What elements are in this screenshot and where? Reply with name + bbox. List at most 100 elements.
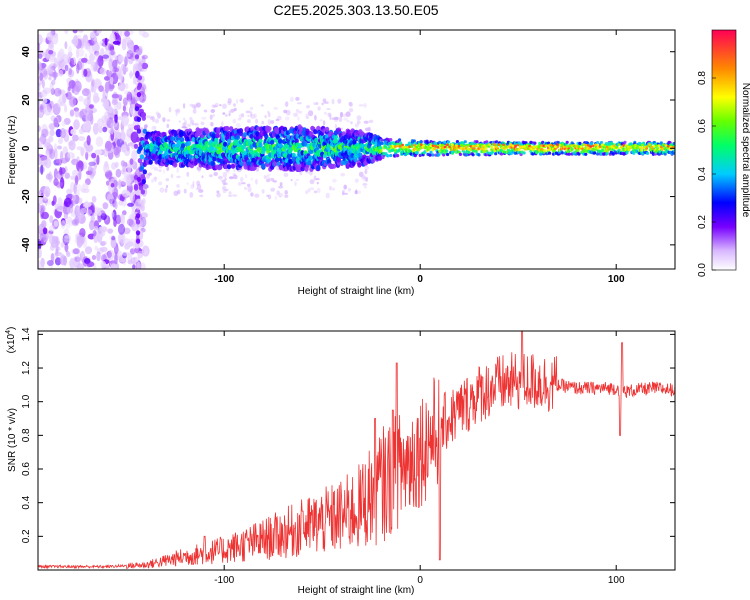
spectrogram-cell [241,182,246,185]
spectrogram-cell [85,144,94,152]
spectrogram-cell [363,186,367,189]
spectrogram-image [38,30,675,269]
snr-plot-area [38,331,675,570]
spectrogram-cell [284,190,289,195]
snr-y-axis: 0.2 0.4 0.6 0.8 1.0 1.2 1.4 [21,327,675,543]
spectrogram-cell [285,101,289,107]
spectrogram-cell [560,151,564,155]
spectrogram-cell [166,123,170,128]
spectrogram-cell [137,261,141,269]
spectrogram-cell [166,166,170,171]
spectrogram-y-tick-label: -40 [21,237,32,252]
snr-y-multiplier: (x104) [5,327,17,354]
spectrogram-cell [331,98,335,105]
spectrogram-cell [294,138,299,144]
spectrogram-cell [125,83,129,90]
spectrogram-cell [180,143,186,149]
spectrogram-cell [38,203,42,214]
spectrogram-cell [319,155,324,161]
spectrogram-cell [354,178,359,183]
spectrogram-cell [295,96,300,101]
spectrogram-cell [596,143,600,147]
spectrogram-cell [53,70,57,81]
spectrogram-cell [117,223,126,235]
spectrogram-cell [648,143,651,146]
spectrogram-cell [39,232,47,241]
spectrogram-cell [579,145,583,148]
spectrogram-cell [57,58,62,71]
spectrogram-cell [270,139,275,145]
spectrogram-cell [92,92,99,104]
spectrogram-cell [69,57,75,68]
spectrogram-cell [200,121,205,126]
spectrogram-cell [598,145,602,149]
spectrogram-cell [238,113,243,120]
spectrogram-cell [136,92,142,98]
snr-y-tick-label: 0.4 [21,495,32,509]
spectrogram-cell [195,122,199,126]
spectrogram-cell [41,97,48,104]
spectrogram-cell [117,85,126,91]
spectrogram-cell [655,144,658,147]
spectrogram-cell [59,177,65,189]
spectrogram-cell [113,146,120,156]
snr-y-tick-label: 0.2 [21,529,32,543]
spectrogram-cell [77,161,84,168]
spectrogram-cell [357,162,362,168]
spectrogram-cell [66,251,71,257]
spectrogram-cell [285,116,290,121]
spectrogram-cell [331,117,336,120]
spectrogram-cell [593,151,597,155]
spectrogram-cell [111,99,118,106]
spectrogram-cell [102,54,110,59]
spectrogram-cell [548,151,552,155]
spectrogram-cell [367,126,371,132]
chart-title: C2E5.2025.303.13.50.E05 [273,2,438,18]
spectrogram-cell [199,194,204,198]
spectrogram-cell [352,139,357,145]
spectrogram-cell [93,158,98,170]
spectrogram-cell [107,228,114,234]
spectrogram-cell [133,242,139,254]
spectrogram-cell [455,140,459,144]
spectrogram-cell [69,109,75,117]
snr-y-tick-label: 1.4 [21,327,32,341]
spectrogram-cell [533,141,537,145]
spectrogram-cell [73,107,80,112]
spectrogram-cell [92,122,99,135]
spectrogram-cell [116,128,120,133]
spectrogram-cell [92,230,97,237]
spectrogram-cell [44,128,49,137]
spectrogram-cell [151,125,157,131]
spectrogram-cell [99,246,108,252]
spectrogram-cell [61,60,67,71]
spectrogram-cell [135,136,141,142]
spectrogram-cell [95,44,100,52]
spectrogram-cell [405,146,409,149]
spectrogram-cell [79,250,86,262]
spectrogram-cell [261,189,265,194]
spectrogram-cell [38,34,43,46]
spectrogram-cell [389,144,393,148]
spectrogram-cell [316,181,319,185]
spectrogram-cell [102,102,109,108]
spectrogram-cell [467,143,470,147]
spectrogram-cell [113,218,117,227]
spectrogram-cell [51,79,56,86]
spectrogram-cell [363,103,367,108]
spectrogram-cell [145,123,148,128]
spectrogram-cell [110,236,117,249]
spectrogram-cell [125,179,133,187]
spectrogram-cell [261,120,265,125]
spectrogram-cell [184,119,187,125]
spectrogram-cell [290,179,293,182]
spectrogram-cell [87,59,93,65]
spectrogram-cell [176,184,180,188]
spectrogram-cell [176,175,181,179]
spectrogram-cell [672,151,675,155]
colorbar-tick-label: 0.4 [697,167,708,181]
spectrogram-cell [162,169,165,175]
spectrogram-cell [488,143,491,146]
spectrogram-cell [113,137,120,149]
spectrogram-cell [422,144,426,147]
